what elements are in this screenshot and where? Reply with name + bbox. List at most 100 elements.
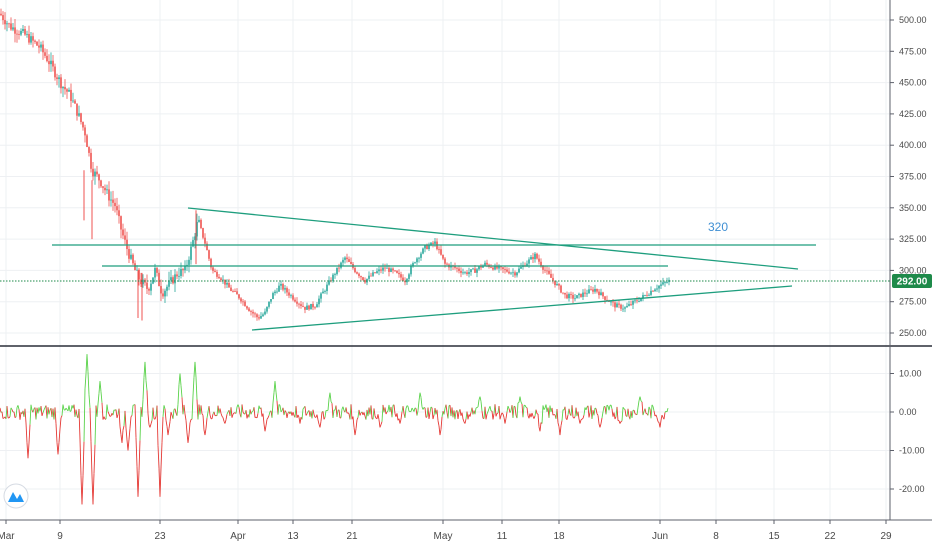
candle-body bbox=[90, 152, 92, 169]
oscillator-segment bbox=[19, 412, 22, 420]
oscillator-segment bbox=[154, 416, 157, 420]
candle-body bbox=[172, 277, 174, 284]
oscillator-segment bbox=[593, 407, 596, 416]
drawing-layer[interactable]: 320 bbox=[0, 207, 890, 331]
candle-body bbox=[408, 274, 410, 279]
oscillator-segment bbox=[316, 414, 319, 421]
candle-body bbox=[586, 293, 588, 295]
oscillator-segment bbox=[145, 380, 148, 391]
candle-body bbox=[160, 286, 162, 294]
oscillator-segment bbox=[30, 404, 33, 411]
oscillator-segment bbox=[260, 407, 263, 417]
candle-body bbox=[394, 270, 396, 272]
tradingview-logo-icon[interactable] bbox=[3, 483, 29, 509]
candle-body bbox=[446, 263, 448, 265]
candle-body bbox=[174, 274, 176, 284]
price-axis[interactable]: 500.00 475.00 450.00 425.00 400.00 375.00 350.… bbox=[890, 15, 927, 338]
oscillator-segment bbox=[622, 407, 625, 410]
candle-body bbox=[580, 293, 582, 297]
candle-body bbox=[396, 270, 398, 273]
oscillator-segment bbox=[311, 409, 314, 419]
oscillator-segment bbox=[262, 413, 265, 425]
oscillator-segment bbox=[90, 441, 93, 476]
candle-body bbox=[426, 245, 428, 250]
candle-body bbox=[44, 52, 46, 56]
candle-body bbox=[184, 265, 186, 271]
oscillator-axis[interactable]: 10.00 0.00 -10.00 -20.00 bbox=[890, 369, 925, 495]
candle-body bbox=[218, 276, 220, 279]
lower-trendline[interactable] bbox=[251, 285, 793, 331]
last-price-label: 292.00 bbox=[897, 277, 928, 288]
candle-body bbox=[574, 298, 576, 300]
candle-body bbox=[282, 284, 284, 290]
oscillator-segment bbox=[350, 404, 353, 420]
candle-body bbox=[32, 36, 34, 41]
oscillator-segment bbox=[381, 404, 384, 422]
candle-body bbox=[518, 268, 520, 273]
oscillator-segment bbox=[420, 397, 423, 407]
oscillator-segment bbox=[657, 421, 660, 423]
oscillator-segment bbox=[402, 406, 405, 414]
oscillator-segment bbox=[165, 420, 168, 427]
oscillator-segment bbox=[559, 425, 562, 436]
oscillator-segment bbox=[222, 417, 225, 422]
oscillator-segment bbox=[0, 407, 2, 413]
oscillator-segment bbox=[89, 407, 92, 442]
oscillator-segment bbox=[128, 428, 131, 440]
time-axis[interactable]: Mar 9 23 Apr 13 21 May 11 18 Jun 8 15 22 29 bbox=[0, 520, 892, 542]
candle-body bbox=[12, 27, 14, 30]
oscillator-segment bbox=[54, 407, 57, 424]
oscillator-segment bbox=[602, 406, 605, 413]
oscillator-segment bbox=[313, 414, 316, 418]
oscillator-segment bbox=[522, 405, 525, 418]
candle-body bbox=[514, 272, 516, 276]
oscillator-segment bbox=[146, 390, 149, 414]
upper-trendline[interactable] bbox=[187, 207, 799, 270]
candle-body bbox=[618, 303, 620, 305]
price-tick-label: 350.00 bbox=[899, 203, 927, 213]
candle-body bbox=[132, 254, 134, 264]
oscillator-segment bbox=[533, 415, 536, 419]
oscillator-segment bbox=[548, 405, 551, 418]
candle-body bbox=[666, 282, 668, 283]
candle-body bbox=[110, 199, 112, 201]
candle-body bbox=[380, 269, 382, 271]
candle-body bbox=[42, 44, 44, 53]
oscillator-segment bbox=[68, 405, 71, 412]
oscillator-segment bbox=[267, 415, 270, 418]
candle-body bbox=[192, 240, 194, 247]
candle-body bbox=[400, 274, 402, 278]
oscillator-segment bbox=[221, 415, 224, 418]
oscillator-segment bbox=[152, 407, 155, 419]
candle-body bbox=[588, 289, 590, 294]
oscillator-segment bbox=[180, 385, 183, 398]
oscillator-segment bbox=[637, 400, 640, 408]
oscillator-segment bbox=[139, 407, 142, 441]
oscillator-pane[interactable] bbox=[0, 354, 669, 505]
oscillator-segment bbox=[461, 412, 464, 419]
oscillator-segment bbox=[131, 405, 134, 416]
candle-body bbox=[310, 303, 312, 310]
oscillator-segment bbox=[232, 412, 235, 415]
candle-body bbox=[540, 261, 542, 267]
oscillator-segment bbox=[481, 410, 484, 419]
candle-body bbox=[288, 292, 290, 296]
oscillator-segment bbox=[640, 400, 643, 403]
candle-body bbox=[140, 279, 142, 285]
candle-body bbox=[466, 272, 468, 275]
candle-body bbox=[538, 258, 540, 262]
annotation-320[interactable]: 320 bbox=[708, 220, 728, 234]
candle-body bbox=[350, 261, 352, 264]
oscillator-segment bbox=[157, 445, 160, 469]
candle-body bbox=[582, 292, 584, 297]
candle-body bbox=[46, 55, 48, 62]
oscillator-segment bbox=[305, 413, 308, 416]
candle-body bbox=[212, 267, 214, 271]
candle-body bbox=[198, 219, 200, 222]
oscillator-segment bbox=[241, 404, 244, 413]
oscillator-segment bbox=[480, 401, 483, 412]
candle-body bbox=[18, 34, 20, 35]
oscillator-segment bbox=[621, 407, 624, 421]
candle-body bbox=[476, 269, 478, 273]
oscillator-segment bbox=[250, 411, 253, 415]
